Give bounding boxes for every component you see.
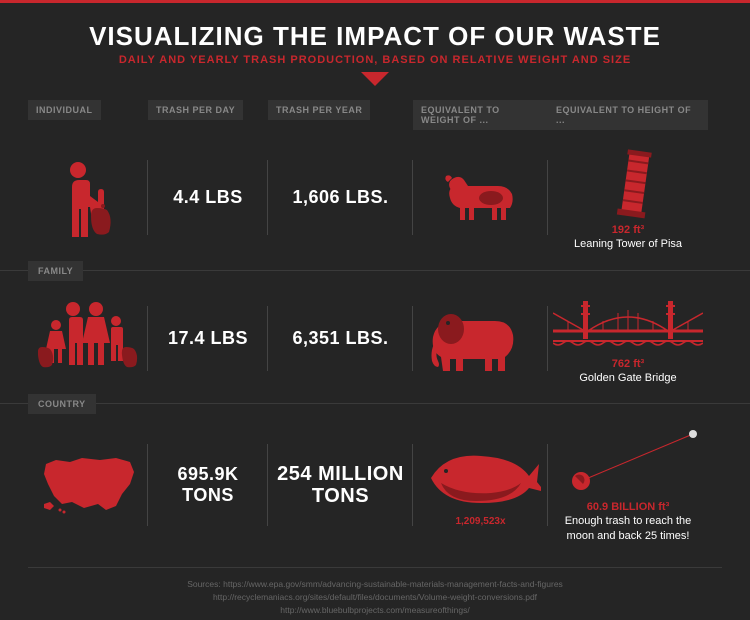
family-per-year: 6,351 LBS. <box>268 293 413 386</box>
col-per-day: TRASH PER DAY <box>148 100 243 120</box>
whale-icon: 1,209,523x <box>413 426 548 543</box>
column-headers: INDIVIDUAL TRASH PER DAY TRASH PER YEAR … <box>28 100 722 130</box>
col-per-year: TRASH PER YEAR <box>268 100 370 120</box>
ribbon-icon <box>361 72 389 86</box>
usa-icon <box>28 426 148 543</box>
page-subtitle: DAILY AND YEARLY TRASH PRODUCTION, BASED… <box>0 54 750 66</box>
row-individual: 4.4 LBS 1,606 LBS. <box>28 130 722 270</box>
pisa-icon: 192 ft³ Leaning Tower of Pisa <box>548 144 708 252</box>
individual-icon <box>28 144 148 252</box>
family-icon <box>28 293 148 386</box>
individual-per-year: 1,606 LBS. <box>268 144 413 252</box>
moon-caption: 60.9 BILLION ft³ Enough trash to reach t… <box>554 500 702 543</box>
col-weight: EQUIVALENT TO WEIGHT OF ... <box>413 100 548 130</box>
header: VISUALIZING THE IMPACT OF OUR WASTE DAIL… <box>0 0 750 92</box>
country-per-day: 695.9K TONS <box>148 426 268 543</box>
col-height: EQUIVALENT TO HEIGHT OF ... <box>548 100 708 130</box>
row-country: COUNTRY 695.9K TONS 254 MILLION TONS 1,2… <box>28 404 722 561</box>
bridge-icon: 762 ft³ Golden Gate Bridge <box>548 293 708 386</box>
cow-icon <box>413 144 548 252</box>
sources: Sources: https://www.epa.gov/smm/advanci… <box>28 567 722 620</box>
pisa-caption: 192 ft³ Leaning Tower of Pisa <box>574 223 682 252</box>
family-tag: FAMILY <box>28 261 83 281</box>
whale-multiplier: 1,209,523x <box>455 516 505 527</box>
moon-icon: 60.9 BILLION ft³ Enough trash to reach t… <box>548 426 708 543</box>
individual-per-day: 4.4 LBS <box>148 144 268 252</box>
data-grid: INDIVIDUAL TRASH PER DAY TRASH PER YEAR … <box>0 100 750 561</box>
elephant-icon <box>413 293 548 386</box>
page-title: VISUALIZING THE IMPACT OF OUR WASTE <box>0 21 750 52</box>
bridge-caption: 762 ft³ Golden Gate Bridge <box>579 357 676 386</box>
row-family: FAMILY 17.4 LBS 6,351 LBS. <box>28 271 722 404</box>
family-per-day: 17.4 LBS <box>148 293 268 386</box>
col-individual: INDIVIDUAL <box>28 100 101 120</box>
country-tag: COUNTRY <box>28 394 96 414</box>
country-per-year: 254 MILLION TONS <box>268 426 413 543</box>
